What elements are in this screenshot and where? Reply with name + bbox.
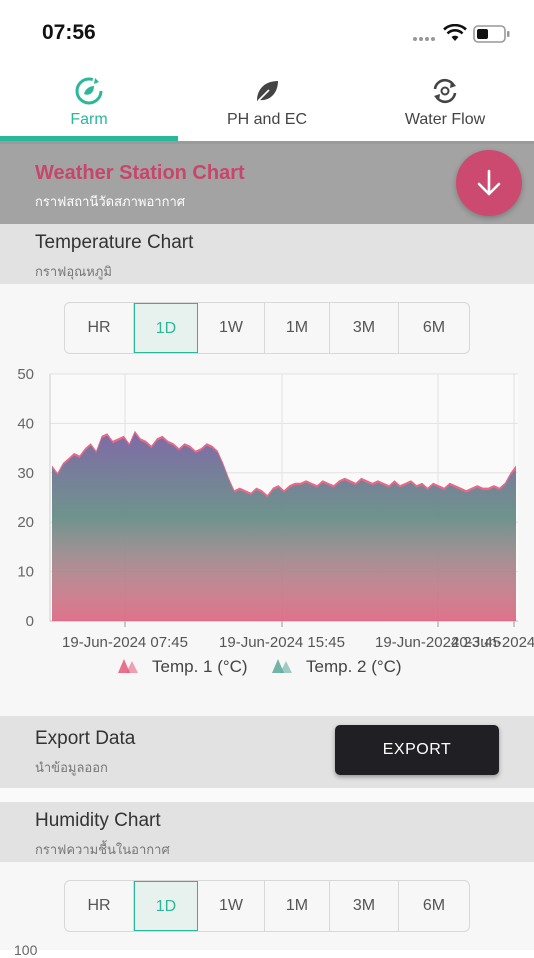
header-divider — [0, 141, 534, 144]
x-tick-label: 19-Jun-2024 23:45 — [375, 634, 501, 651]
weather-station-subtitle: กราฟสถานีวัดสภาพอากาศ — [35, 194, 185, 209]
status-bar: 07:56 — [0, 0, 534, 66]
export-data-row: Export Data นำข้อมูลออก EXPORT — [0, 716, 534, 788]
active-tab-indicator — [0, 136, 178, 141]
chart-series — [52, 430, 516, 621]
legend-temp-2: Temp. 2 (°C) — [272, 657, 402, 676]
leaf-icon — [257, 81, 278, 102]
tab-ph-ec-label: PH and EC — [226, 111, 308, 128]
range-6m-button[interactable]: 6M — [422, 897, 446, 914]
range-1d-button[interactable]: 1D — [134, 881, 198, 931]
range-3m-button[interactable]: 3M — [330, 303, 399, 353]
legend-swatch-icon — [272, 659, 284, 673]
range-hr-button[interactable]: HR — [65, 303, 134, 353]
temperature-subtitle: กราฟอุณหภูมิ — [35, 264, 112, 279]
status-time: 07:56 — [42, 21, 96, 44]
humidity-section-header: Humidity Chart กราฟความชื้นในอากาศ — [0, 802, 534, 862]
farm-recycle-icon — [75, 77, 103, 105]
humidity-chart-panel: HR 1D 1W 1M 3M 6M 100 — [0, 862, 534, 958]
temperature-range-selector: HR 1D 1W 1M 3M 6M — [64, 302, 470, 354]
humidity-subtitle: กราฟความชื้นในอากาศ — [35, 842, 170, 857]
temperature-chart-panel: HR 1D 1W 1M 3M 6M 0 10 20 30 40 50 19-Jun-202… — [0, 284, 534, 716]
x-axis-ticks: 19-Jun-2024 07:45 19-Jun-2024 15:45 19-Jun… — [62, 634, 534, 651]
weather-station-header: Weather Station Chart กราฟสถานีวัดสภาพอา… — [0, 144, 534, 224]
section-gap — [0, 788, 534, 802]
chart-legend: Temp. 1 (°C) Temp. 2 (°C) — [118, 657, 402, 676]
temperature-section-header: Temperature Chart กราฟอุณหภูมิ — [0, 224, 534, 284]
wifi-icon — [443, 24, 467, 41]
y-tick-label: 0 — [26, 613, 34, 630]
tab-water-flow[interactable]: Water Flow — [356, 66, 534, 141]
battery-icon — [473, 25, 510, 43]
y-tick-label: 20 — [17, 514, 34, 531]
legend-label: Temp. 1 (°C) — [152, 657, 248, 676]
x-tick-label: 19-Jun-2024 07:45 — [62, 634, 188, 651]
y-axis-ticks: 0 10 20 30 40 50 — [17, 366, 34, 630]
tab-farm-label: Farm — [70, 111, 108, 128]
weather-station-title: Weather Station Chart — [35, 162, 245, 184]
humidity-range-selector: HR 1D 1W 1M 3M 6M — [64, 880, 470, 932]
arrow-down-icon — [477, 169, 501, 196]
range-1m-button[interactable]: 1M — [265, 303, 330, 353]
y-tick-label: 50 — [17, 366, 34, 383]
legend-temp-1: Temp. 1 (°C) — [118, 657, 248, 676]
export-data-title: Export Data — [35, 728, 136, 749]
range-1w-button[interactable]: 1W — [198, 881, 265, 931]
legend-label: Temp. 2 (°C) — [306, 657, 402, 676]
range-1m-button[interactable]: 1M — [265, 881, 330, 931]
series-temp-2-area — [52, 433, 516, 621]
water-flow-cycle-icon — [433, 78, 457, 104]
x-tick-label: 19-Jun-2024 15:45 — [219, 634, 345, 651]
signal-dots-icon — [413, 37, 435, 41]
range-3m-button[interactable]: 3M — [330, 881, 399, 931]
legend-swatch-icon — [280, 661, 292, 673]
humidity-y-tick-label: 100 — [14, 942, 38, 958]
humidity-title: Humidity Chart — [35, 810, 161, 831]
range-1w-button[interactable]: 1W — [198, 303, 265, 353]
range-1d-button[interactable]: 1D — [134, 303, 198, 353]
y-tick-label: 10 — [17, 564, 34, 581]
y-tick-label: 40 — [17, 415, 34, 432]
tab-water-flow-label: Water Flow — [404, 111, 486, 128]
temperature-title: Temperature Chart — [35, 232, 194, 253]
legend-swatch-icon — [126, 661, 138, 673]
range-hr-button[interactable]: HR — [65, 881, 134, 931]
range-6m-button[interactable]: 6M — [422, 319, 446, 336]
expand-down-button[interactable] — [456, 150, 522, 216]
export-button[interactable]: EXPORT — [335, 725, 499, 775]
export-data-subtitle: นำข้อมูลออก — [35, 760, 108, 775]
tab-farm[interactable]: Farm — [0, 66, 178, 141]
y-tick-label: 30 — [17, 465, 34, 482]
legend-swatch-icon — [118, 659, 130, 673]
tab-ph-ec[interactable]: PH and EC — [178, 66, 356, 141]
tab-bar: Farm PH and EC Water Flow — [0, 66, 534, 141]
x-tick-label: 20-Jun-2024 07:45 — [451, 634, 534, 651]
